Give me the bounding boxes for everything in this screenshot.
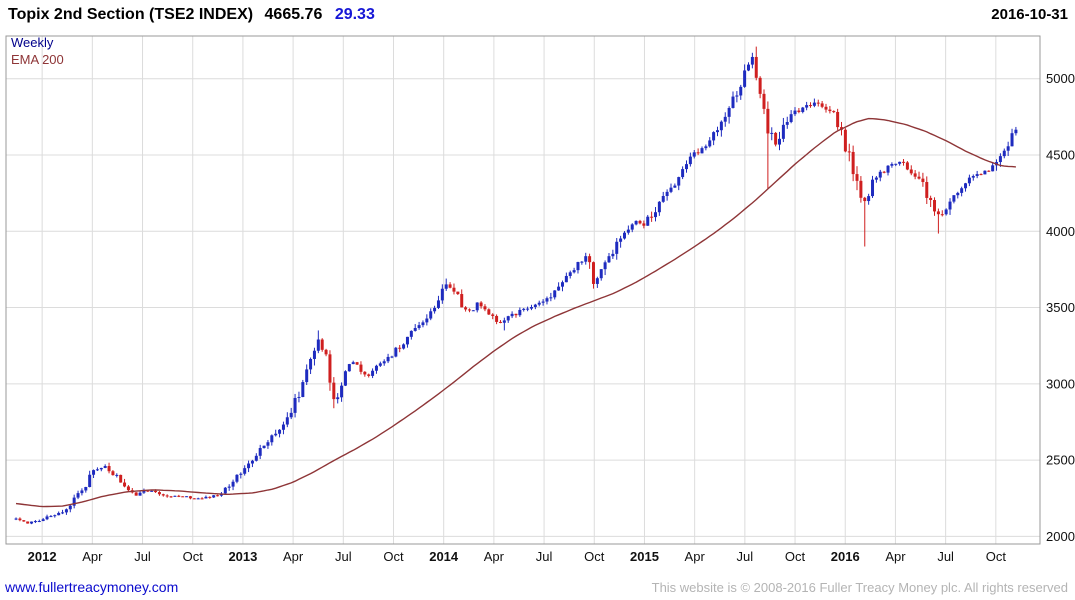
x-axis-label: Apr xyxy=(82,549,103,564)
x-axis-label: Apr xyxy=(885,549,906,564)
x-axis-label: 2015 xyxy=(630,549,659,564)
ema-line xyxy=(15,117,1016,508)
x-axis-label: Apr xyxy=(484,549,505,564)
x-axis-label: Apr xyxy=(283,549,304,564)
x-axis-label: Apr xyxy=(685,549,706,564)
plot-background xyxy=(6,36,1040,544)
x-axis-label: Oct xyxy=(785,549,806,564)
x-axis-label: 2014 xyxy=(429,549,459,564)
x-axis-label: Jul xyxy=(937,549,954,564)
chart-title: Topix 2nd Section (TSE2 INDEX) xyxy=(8,6,254,23)
y-axis-labels: 2000 2500 3000 3500 4000 4500 5000 xyxy=(1046,71,1075,544)
x-axis-label: 2013 xyxy=(228,549,257,564)
y-axis-label: 2000 xyxy=(1046,529,1075,544)
x-axis-label: Oct xyxy=(183,549,204,564)
chart-header: Topix 2nd Section (TSE2 INDEX) 4665.76 2… xyxy=(0,0,1075,30)
x-axis-label: 2012 xyxy=(28,549,57,564)
footer-bar: www.fullertreacymoney.com This website i… xyxy=(0,574,1075,600)
plot-border xyxy=(5,35,1041,545)
chart-date: 2016-10-31 xyxy=(991,6,1068,23)
last-price: 4665.76 xyxy=(264,6,323,23)
y-axis-label: 2500 xyxy=(1046,453,1075,468)
gridlines xyxy=(6,36,1040,544)
price-change: 29.33 xyxy=(334,6,375,23)
x-axis-label: Oct xyxy=(986,549,1007,564)
y-axis-label: 5000 xyxy=(1046,71,1075,86)
x-axis-label: Jul xyxy=(134,549,151,564)
price-chart: 2000 2500 3000 3500 4000 4500 5000 2012 Apr Jul Oc… xyxy=(5,35,1075,564)
x-axis-labels: 2012 Apr Jul Oct 2013 Apr Jul Oct 2014 Apr Jul Oct 2… xyxy=(28,549,1007,564)
chart-title-group: Topix 2nd Section (TSE2 INDEX) 4665.76 2… xyxy=(8,6,375,24)
x-axis-label: Oct xyxy=(584,549,605,564)
x-axis-label: Jul xyxy=(335,549,352,564)
x-axis-label: 2016 xyxy=(831,549,860,564)
timeframe-label: Weekly xyxy=(11,35,54,50)
site-link[interactable]: www.fullertreacymoney.com xyxy=(5,579,179,595)
y-axis-label: 4000 xyxy=(1046,224,1075,239)
x-axis-label: Jul xyxy=(737,549,754,564)
y-axis-label: 4500 xyxy=(1046,147,1075,162)
ema-legend-label: EMA 200 xyxy=(11,52,64,67)
x-axis-label: Oct xyxy=(383,549,404,564)
y-axis-label: 3000 xyxy=(1046,376,1075,391)
y-axis-label: 3500 xyxy=(1046,300,1075,315)
x-axis-label: Jul xyxy=(536,549,553,564)
copyright-text: This website is © 2008-2016 Fuller Treac… xyxy=(651,580,1068,595)
